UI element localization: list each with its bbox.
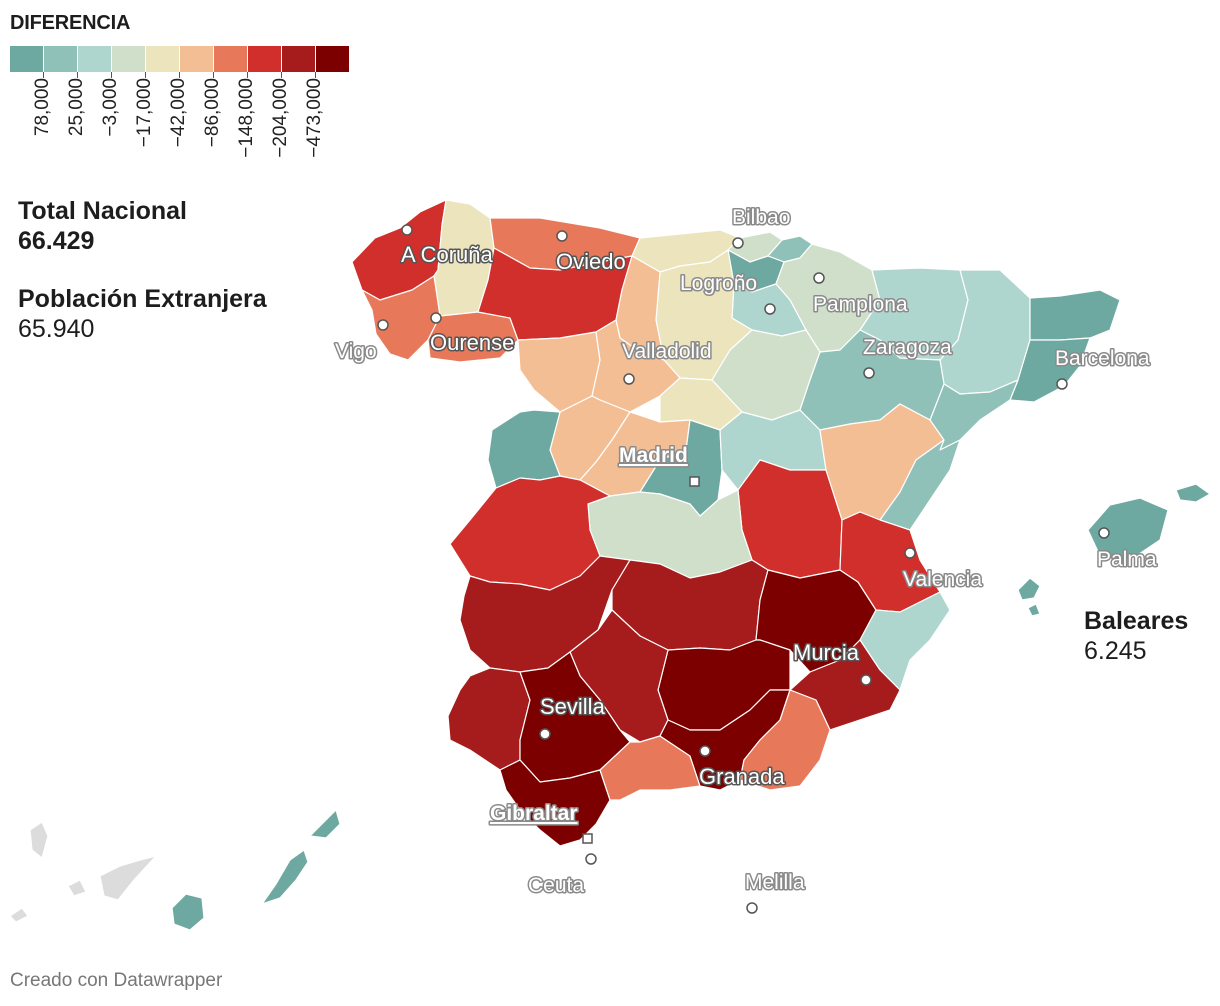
city-marker-oviedo	[556, 230, 568, 242]
legend-tick	[281, 72, 282, 78]
legend-tick-label: −17,000	[134, 78, 155, 148]
stat-foreign-value: 65.940	[18, 315, 95, 343]
city-marker-gibraltar	[582, 833, 593, 844]
city-marker-barcelona	[1056, 378, 1068, 390]
island-fuerteventura[interactable]	[261, 849, 309, 905]
city-marker-a-coruna	[401, 224, 413, 236]
legend-swatch	[248, 46, 281, 72]
legend-tick	[43, 72, 44, 78]
city-marker-ceuta	[585, 853, 597, 865]
stat-baleares-value: 6.245	[1084, 637, 1147, 665]
city-marker-zaragoza	[863, 367, 875, 379]
legend-tick	[315, 72, 316, 78]
city-marker-palma	[1098, 527, 1110, 539]
legend-tick-label: −148,000	[236, 78, 257, 158]
legend-tick	[77, 72, 78, 78]
legend-swatch	[112, 46, 145, 72]
city-marker-ourense	[430, 312, 442, 324]
province-caceres-north-cap[interactable]	[487, 409, 561, 489]
footer-credit[interactable]: Creado con Datawrapper	[10, 970, 223, 991]
city-label-gibraltar: Gibraltar	[490, 802, 578, 825]
island-menorca[interactable]	[1175, 483, 1211, 503]
legend-tick	[247, 72, 248, 78]
legend-tick	[179, 72, 180, 78]
stat-baleares: Baleares 6.245	[1084, 606, 1188, 666]
city-label-granada: Granada	[699, 764, 785, 789]
city-label-murcia: Murcia	[793, 640, 860, 665]
legend-color-scale	[10, 46, 350, 72]
city-label-oviedo: Oviedo	[556, 249, 626, 274]
city-label-sevilla: Sevilla	[540, 694, 606, 719]
city-label-madrid: Madrid	[619, 444, 688, 467]
legend-tick-label: −3,000	[100, 78, 121, 137]
province-girona[interactable]	[1029, 289, 1121, 341]
city-label-a-coruna: A Coruña	[401, 242, 493, 267]
legend-swatch	[78, 46, 111, 72]
legend-swatch	[44, 46, 77, 72]
city-marker-valencia	[904, 547, 916, 559]
legend-swatch	[282, 46, 315, 72]
legend-tick	[111, 72, 112, 78]
legend-tick-label: −86,000	[202, 78, 223, 148]
stat-total-value: 66.429	[18, 227, 95, 255]
legend-swatch	[214, 46, 247, 72]
legend-tick-label: −473,000	[304, 78, 325, 158]
stat-baleares-label: Baleares	[1084, 607, 1189, 635]
legend-tick-label: −204,000	[270, 78, 291, 158]
island-la-palma	[29, 821, 49, 859]
island-gran-canaria[interactable]	[171, 893, 205, 931]
legend-tick	[145, 72, 146, 78]
province-castellon[interactable]	[879, 439, 961, 531]
province-cadiz[interactable]	[499, 759, 611, 847]
island-lanzarote[interactable]	[309, 809, 341, 839]
city-label-zaragoza: Zaragoza	[863, 336, 952, 359]
island-la-gomera	[67, 879, 87, 897]
legend-tick-labels: 78,000 25,000 −3,000 −17,000 −42,000 −86,000−…	[10, 72, 350, 182]
stat-total-nacional: Total Nacional 66.429	[18, 196, 187, 256]
city-marker-vigo	[377, 319, 389, 331]
island-el-hierro	[9, 907, 29, 923]
city-marker-melilla	[746, 902, 758, 914]
island-mallorca[interactable]	[1087, 497, 1169, 561]
legend-tick-label: 25,000	[66, 78, 87, 137]
stat-foreign-label: Población Extranjera	[18, 285, 267, 313]
city-label-pamplona: Pamplona	[813, 293, 908, 316]
legend-tick-label: −42,000	[168, 78, 189, 148]
city-label-ourense: Ourense	[430, 330, 514, 355]
stat-total-label: Total Nacional	[18, 197, 188, 225]
city-marker-pamplona	[813, 272, 825, 284]
city-marker-madrid	[689, 476, 700, 487]
legend-swatch	[316, 46, 349, 72]
city-marker-logrono	[764, 303, 776, 315]
city-label-melilla: Melilla	[745, 871, 805, 894]
island-formentera[interactable]	[1027, 603, 1041, 617]
city-marker-sevilla	[539, 728, 551, 740]
city-marker-bilbao	[732, 237, 744, 249]
legend-tick	[213, 72, 214, 78]
city-label-valencia: Valencia	[903, 568, 982, 591]
city-label-palma: Palma	[1097, 548, 1157, 571]
city-marker-granada	[699, 745, 711, 757]
city-label-logrono: Logroño	[680, 272, 757, 295]
legend-swatch	[180, 46, 213, 72]
legend-title: DIFERENCIA	[10, 12, 131, 34]
city-label-valladolid: Valladolid	[622, 340, 712, 363]
stat-poblacion-extranjera: Población Extranjera 65.940	[18, 284, 267, 344]
province-huelva[interactable]	[447, 667, 531, 771]
city-label-barcelona: Barcelona	[1055, 347, 1150, 370]
city-label-ceuta: Ceuta	[528, 874, 584, 897]
island-ibiza[interactable]	[1017, 577, 1041, 601]
city-marker-valladolid	[623, 373, 635, 385]
legend-tick-label: 78,000	[32, 78, 53, 137]
island-tenerife	[99, 855, 157, 901]
city-marker-murcia	[860, 674, 872, 686]
legend-swatch	[146, 46, 179, 72]
city-label-vigo: Vigo	[335, 340, 377, 363]
city-label-bilbao: Bilbao	[732, 206, 790, 229]
province-almeria[interactable]	[739, 689, 831, 791]
legend-swatch	[10, 46, 43, 72]
